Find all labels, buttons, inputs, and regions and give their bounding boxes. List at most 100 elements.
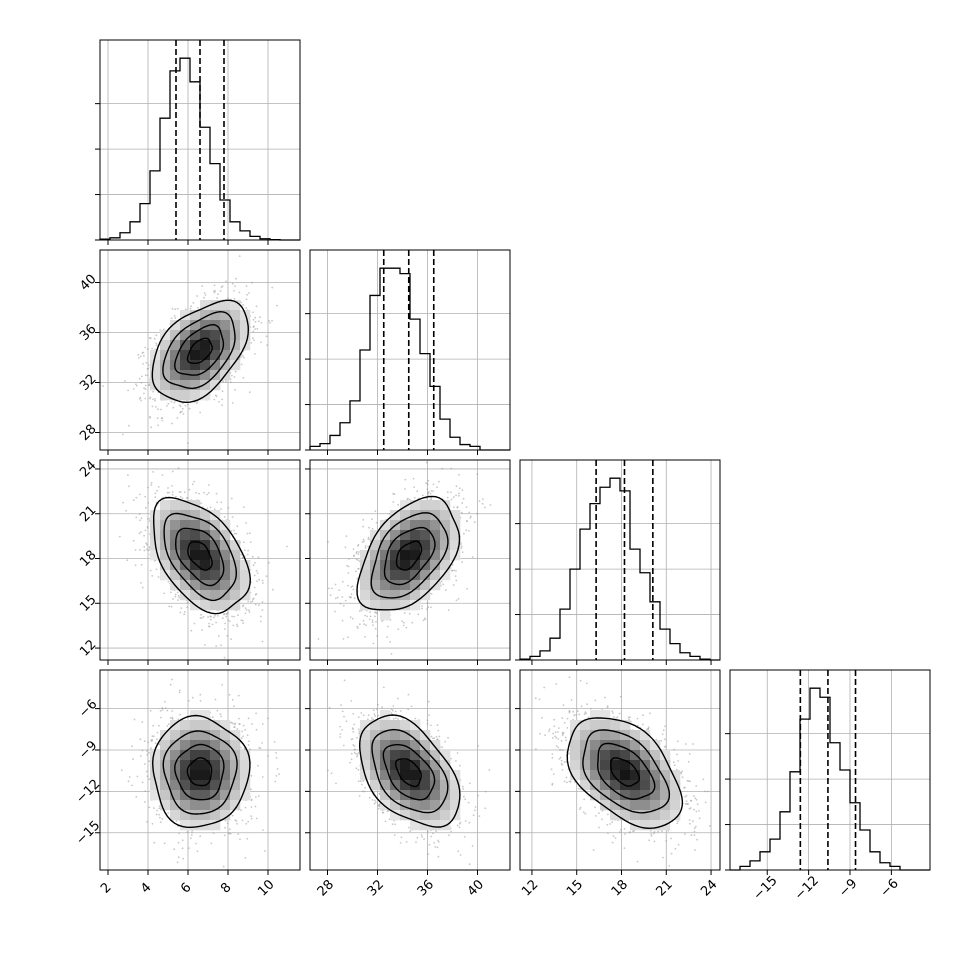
scatter-point (334, 610, 336, 613)
scatter-point (377, 703, 379, 706)
scatter-point (217, 293, 219, 295)
scatter-point (471, 556, 474, 558)
scatter-point (484, 807, 487, 810)
density-bin (190, 380, 201, 391)
scatter-point (186, 601, 189, 604)
scatter-point (362, 518, 365, 521)
scatter-point (220, 501, 223, 504)
density-bin (210, 820, 221, 831)
scatter-point (254, 561, 256, 564)
density-bin (240, 580, 251, 591)
scatter-point (275, 757, 278, 759)
scatter-point (225, 615, 228, 618)
scatter-point (432, 483, 435, 486)
y-tick-label-r2-0: 12 (77, 637, 99, 659)
scatter-point (251, 723, 253, 725)
scatter-point (275, 775, 278, 777)
panel-content-r3c0 (120, 678, 280, 868)
scatter-point (371, 621, 374, 624)
scatter-point (274, 780, 277, 783)
scatter-point (135, 383, 137, 386)
scatter-point (139, 519, 142, 522)
scatter-point (251, 600, 254, 603)
scatter-point (352, 744, 355, 746)
density-bin (210, 770, 221, 781)
scatter-point (362, 525, 364, 528)
scatter-point (454, 575, 457, 578)
scatter-point (455, 760, 457, 762)
density-bin (190, 770, 201, 781)
scatter-point (425, 482, 428, 485)
scatter-point (245, 285, 248, 287)
density-bin (150, 760, 161, 771)
contour-r1c0-0 (186, 337, 213, 364)
density-bin (150, 370, 161, 381)
scatter-point (184, 611, 186, 613)
density-bin (210, 810, 221, 821)
y-tick-label-r1-2: 36 (77, 322, 99, 344)
scatter-point (261, 776, 264, 778)
scatter-point (186, 831, 189, 834)
scatter-point (355, 552, 358, 555)
scatter-point (179, 491, 182, 493)
scatter-point (362, 538, 365, 541)
density-bin (240, 790, 251, 801)
density-bin (200, 790, 211, 801)
scatter-point (413, 486, 415, 488)
density-bin (170, 350, 181, 361)
x-tick-label-c0-3: 8 (218, 880, 234, 896)
scatter-point (393, 819, 396, 822)
scatter-point (203, 296, 205, 299)
scatter-point (216, 709, 219, 712)
scatter-point (364, 546, 367, 549)
density-bin (160, 380, 171, 391)
scatter-point (155, 334, 158, 337)
density-bin (180, 330, 191, 341)
scatter-point (138, 532, 141, 535)
scatter-point (364, 614, 367, 617)
scatter-point (447, 609, 450, 612)
scatter-point (374, 627, 377, 630)
density-bin (410, 580, 421, 591)
scatter-point (374, 799, 376, 802)
scatter-point (372, 642, 375, 645)
scatter-point (140, 563, 143, 566)
density-bin (170, 320, 181, 331)
density-bin (210, 600, 221, 611)
scatter-point (179, 405, 182, 408)
scatter-point (423, 838, 425, 840)
scatter-point (357, 559, 359, 561)
panel-frame-r1c0 (99, 249, 301, 451)
density-bin (200, 730, 211, 741)
scatter-point (357, 543, 360, 546)
scatter-point (252, 318, 255, 321)
scatter-point (158, 813, 161, 816)
scatter-point (220, 644, 222, 647)
density-bin (220, 560, 231, 571)
density-bin (230, 320, 241, 331)
density-bin (440, 560, 451, 571)
scatter-point (144, 495, 147, 498)
scatter-point (260, 322, 263, 324)
scatter-point (442, 583, 445, 586)
scatter-point (120, 769, 123, 772)
density-bin (180, 810, 191, 821)
scatter-point (139, 355, 142, 358)
density-bin (450, 540, 461, 551)
scatter-point (146, 548, 148, 551)
scatter-point (192, 302, 195, 304)
density-bin (190, 330, 201, 341)
scatter-point (156, 738, 158, 741)
scatter-point (147, 502, 150, 504)
scatter-point (209, 506, 212, 509)
density-bin (180, 380, 191, 391)
density-bin (190, 560, 201, 571)
scatter-point (371, 528, 374, 530)
density-bin (160, 510, 171, 521)
scatter-point (150, 747, 152, 750)
scatter-point (221, 404, 223, 406)
scatter-point (405, 841, 408, 843)
scatter-point (421, 494, 424, 497)
histogram-steps-1 (309, 267, 510, 451)
scatter-point (183, 491, 186, 493)
